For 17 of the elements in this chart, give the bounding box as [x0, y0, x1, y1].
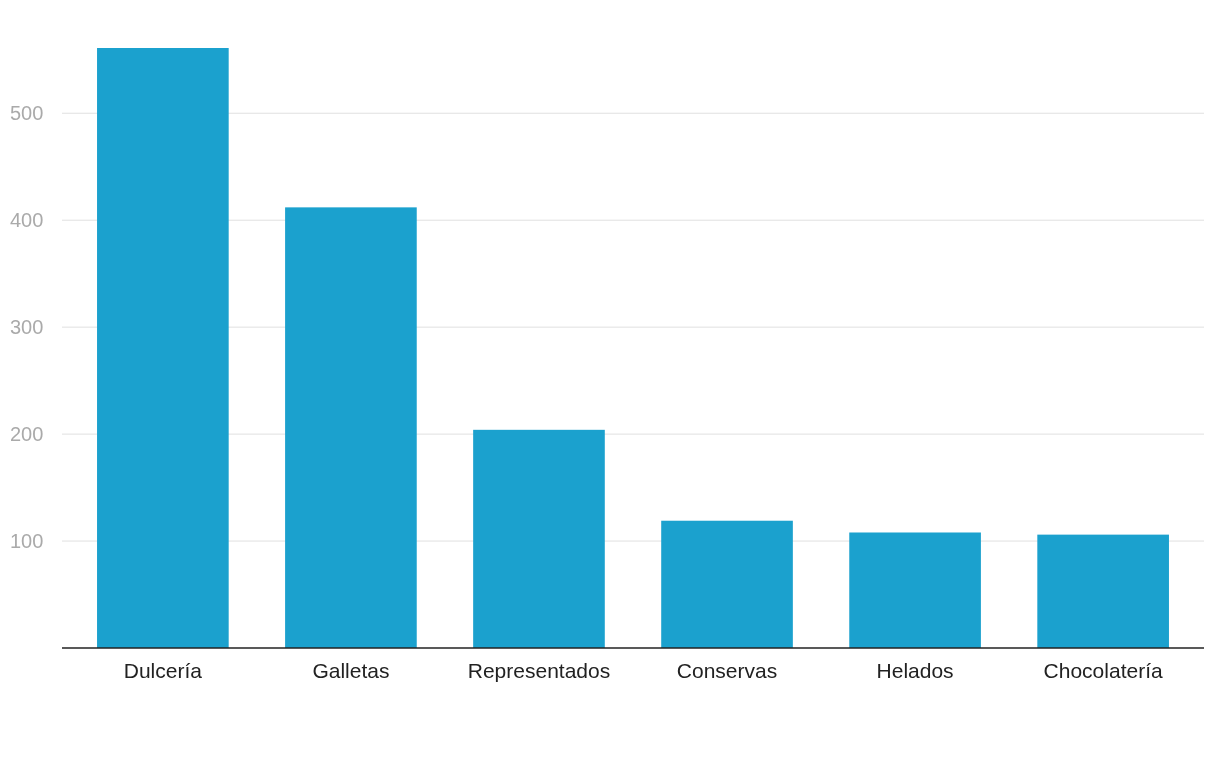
x-tick-label: Dulcería: [123, 659, 203, 682]
y-tick-label: 500: [10, 102, 44, 125]
x-tick-label: Helados: [876, 659, 954, 682]
bar: [661, 520, 793, 648]
x-tick-label: Conservas: [676, 659, 778, 682]
x-tick-label: Galletas: [312, 659, 390, 682]
bar: [473, 429, 605, 648]
x-tick-label: Chocolatería: [1043, 659, 1163, 682]
y-tick-label: 100: [10, 530, 44, 553]
bar: [285, 207, 417, 648]
x-tick-label: Representados: [467, 659, 611, 682]
bar: [97, 48, 229, 648]
y-tick-label: 400: [10, 209, 44, 232]
y-tick-label: 300: [10, 316, 44, 339]
y-tick-label: 200: [10, 423, 44, 446]
bar: [849, 532, 981, 648]
bar: [1037, 534, 1169, 648]
